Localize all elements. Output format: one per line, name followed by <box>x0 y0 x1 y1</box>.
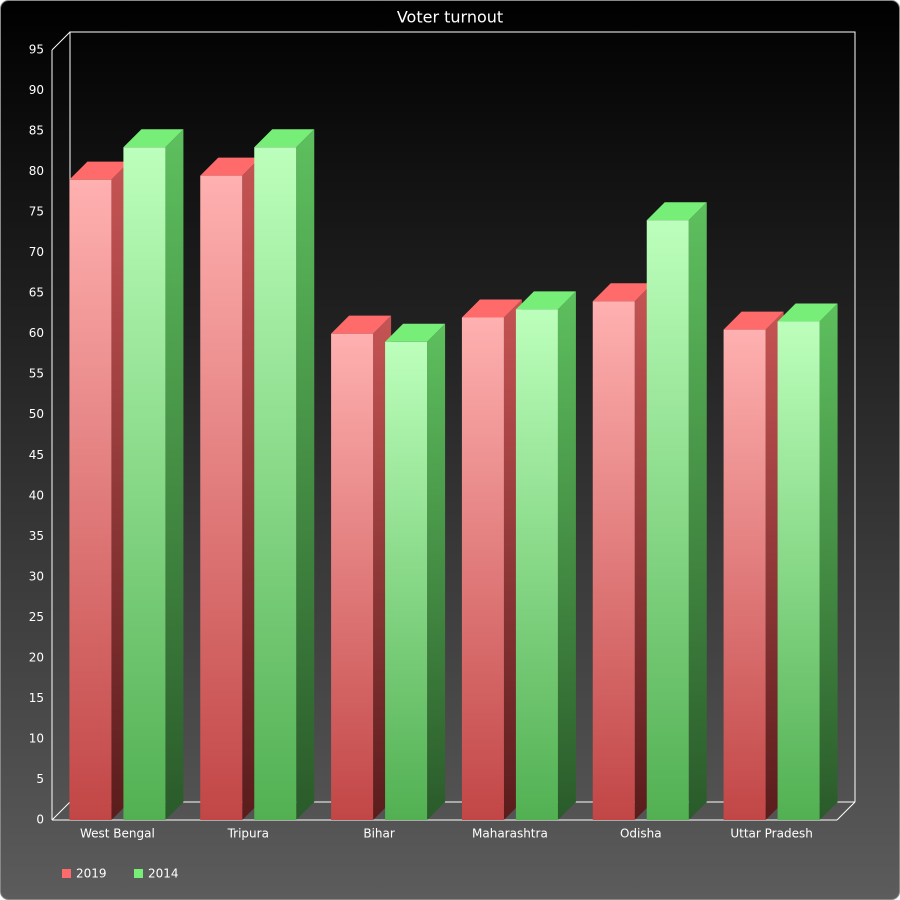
bar-top <box>69 161 130 180</box>
bar-side <box>557 291 576 820</box>
bar <box>331 333 374 820</box>
bar-side <box>165 129 184 820</box>
bar-top <box>592 283 653 302</box>
x-tick-label: Tripura <box>227 827 269 841</box>
x-tick-label: West Bengal <box>80 827 155 841</box>
frame-edge <box>51 31 71 51</box>
bar-side <box>296 129 315 820</box>
y-tick-label: 20 <box>29 650 44 664</box>
bar <box>254 147 297 820</box>
legend-label: 2019 <box>76 867 107 881</box>
y-tick-label: 70 <box>29 245 44 259</box>
y-tick-label: 30 <box>29 569 44 583</box>
bar-top <box>331 315 392 334</box>
bar <box>385 341 428 820</box>
bar-top <box>200 157 261 176</box>
y-tick-label: 95 <box>29 43 44 57</box>
x-tick-label: Odisha <box>620 827 662 841</box>
x-tick-label: Maharashtra <box>472 827 548 841</box>
bar-top <box>123 129 184 148</box>
bar <box>646 220 689 821</box>
bar <box>200 175 243 820</box>
bar-side <box>427 323 446 820</box>
bar-top <box>254 129 315 148</box>
frame-edge <box>836 801 856 821</box>
legend-swatch <box>62 869 71 878</box>
y-tick-label: 85 <box>29 124 44 138</box>
y-tick-label: 25 <box>29 610 44 624</box>
bar-side <box>819 303 838 820</box>
bar-top <box>515 291 576 310</box>
bar-top <box>385 323 446 342</box>
bar-top <box>777 303 838 322</box>
x-tick-label: Bihar <box>363 827 395 841</box>
bar <box>592 301 635 820</box>
bar <box>69 179 112 820</box>
bar-side <box>688 202 707 821</box>
y-tick-label: 40 <box>29 488 44 502</box>
legend-swatch <box>134 869 143 878</box>
legend-label: 2014 <box>148 867 179 881</box>
y-tick-label: 80 <box>29 164 44 178</box>
chart-title: Voter turnout <box>397 8 503 27</box>
y-tick-label: 75 <box>29 205 44 219</box>
y-tick-label: 90 <box>29 83 44 97</box>
y-tick-label: 15 <box>29 691 44 705</box>
y-tick-label: 65 <box>29 286 44 300</box>
bar-top <box>723 311 784 330</box>
y-tick-label: 50 <box>29 407 44 421</box>
y-tick-label: 5 <box>36 772 44 786</box>
frame-edge <box>51 801 71 821</box>
bar <box>461 317 504 820</box>
bar-top <box>646 202 707 221</box>
y-tick-label: 55 <box>29 367 44 381</box>
y-tick-label: 0 <box>36 813 44 827</box>
bar <box>515 309 558 820</box>
bar <box>123 147 166 820</box>
y-tick-label: 45 <box>29 448 44 462</box>
y-tick-label: 10 <box>29 731 44 745</box>
y-tick-label: 60 <box>29 326 44 340</box>
bar <box>723 329 766 820</box>
bar-top <box>461 299 522 318</box>
y-tick-label: 35 <box>29 529 44 543</box>
bar <box>777 321 820 820</box>
x-tick-label: Uttar Pradesh <box>730 827 812 841</box>
